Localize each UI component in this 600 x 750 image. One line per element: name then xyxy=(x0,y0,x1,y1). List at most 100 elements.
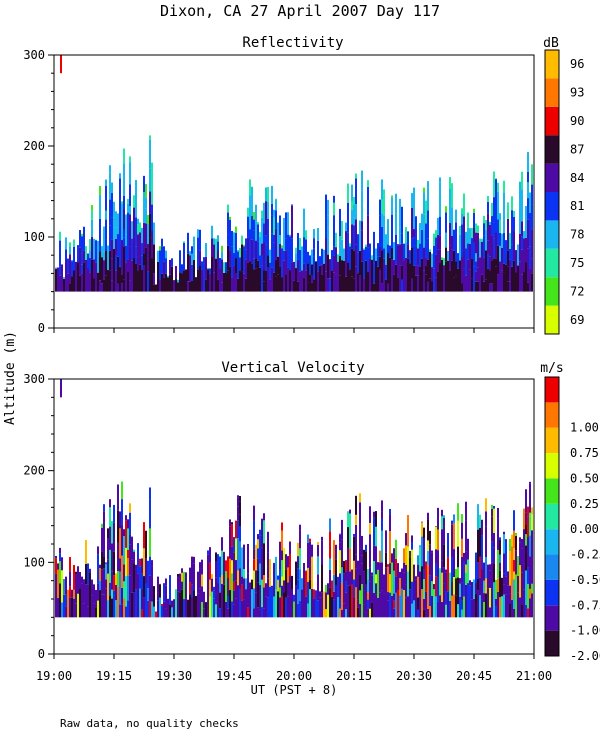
data-cell xyxy=(81,273,83,292)
data-cell xyxy=(341,567,343,583)
data-cell xyxy=(271,203,273,216)
data-cell xyxy=(491,562,493,589)
data-cell xyxy=(517,575,519,593)
data-cell xyxy=(291,589,293,618)
data-cell xyxy=(297,579,299,590)
data-cell xyxy=(423,214,425,248)
data-cell xyxy=(231,524,233,547)
data-cell xyxy=(415,597,417,618)
data-cell xyxy=(449,245,451,271)
data-cell xyxy=(167,598,169,618)
data-cell xyxy=(259,535,261,564)
data-cell xyxy=(497,191,499,220)
data-cell xyxy=(141,243,143,256)
data-cell xyxy=(113,248,115,283)
data-cell xyxy=(515,533,517,536)
data-cell xyxy=(417,239,419,249)
x-tick-label: 20:00 xyxy=(276,669,312,683)
data-cell xyxy=(73,598,75,618)
data-cell xyxy=(265,187,267,202)
data-cell xyxy=(91,236,93,260)
data-cell xyxy=(143,222,145,254)
y-tick-label: 200 xyxy=(23,464,45,478)
data-cell xyxy=(185,269,187,292)
data-cell xyxy=(455,233,457,262)
colorbar-label: 93 xyxy=(570,86,584,100)
data-cell xyxy=(189,281,191,292)
data-cell xyxy=(97,600,99,618)
data-cell xyxy=(317,544,319,557)
data-cell xyxy=(163,601,165,618)
data-cell xyxy=(409,589,411,618)
colorbar-swatch xyxy=(545,50,559,79)
data-cell xyxy=(75,571,77,575)
data-cell xyxy=(521,171,523,175)
data-cell xyxy=(437,234,439,250)
data-cell xyxy=(267,578,269,598)
data-cell xyxy=(513,260,515,292)
data-cell xyxy=(349,243,351,247)
data-cell xyxy=(263,242,265,271)
data-cell xyxy=(121,499,123,525)
data-cell xyxy=(299,249,301,272)
data-cell xyxy=(211,574,213,579)
data-cell xyxy=(359,275,361,292)
data-cell xyxy=(493,506,495,509)
data-cell xyxy=(519,233,521,262)
data-cell xyxy=(459,260,461,292)
data-cell xyxy=(221,583,223,618)
data-cell xyxy=(103,511,105,544)
data-cell xyxy=(257,539,259,549)
data-cell xyxy=(355,244,357,267)
data-cell xyxy=(435,549,437,564)
data-cell xyxy=(135,568,137,590)
data-cell xyxy=(317,227,319,233)
data-cell xyxy=(527,248,529,283)
data-cell xyxy=(343,573,345,604)
data-cell xyxy=(403,243,405,244)
data-cell xyxy=(463,216,465,251)
data-cell xyxy=(317,600,319,618)
data-cell xyxy=(523,272,525,292)
data-cell xyxy=(463,596,465,618)
data-cell xyxy=(485,593,487,618)
data-cell xyxy=(503,181,505,193)
data-cell xyxy=(281,550,283,561)
data-cell xyxy=(339,256,341,276)
data-cell xyxy=(361,221,363,231)
data-cell xyxy=(231,573,233,602)
data-cell xyxy=(313,238,315,249)
data-cell xyxy=(131,536,133,539)
data-cell xyxy=(357,252,359,274)
data-cell xyxy=(449,270,451,292)
data-cell xyxy=(509,593,511,604)
data-cell xyxy=(137,224,139,235)
data-cell xyxy=(521,236,523,250)
data-cell xyxy=(243,599,245,618)
data-cell xyxy=(93,259,95,279)
data-cell xyxy=(143,548,145,577)
data-cell xyxy=(325,218,327,239)
data-cell xyxy=(405,597,407,618)
colorbar-label: 78 xyxy=(570,228,584,242)
data-cell xyxy=(213,598,215,618)
data-cell xyxy=(455,222,457,234)
data-cell xyxy=(177,279,179,283)
data-cell xyxy=(85,246,87,260)
data-cell xyxy=(503,192,505,216)
data-cell xyxy=(443,258,445,266)
data-cell xyxy=(197,229,199,238)
data-cell xyxy=(399,198,401,213)
data-cell xyxy=(493,508,495,533)
data-cell xyxy=(379,215,381,247)
data-cell xyxy=(159,280,161,292)
data-cell xyxy=(465,551,467,565)
data-cell xyxy=(463,268,465,292)
data-cell xyxy=(137,573,139,596)
data-cell xyxy=(307,542,309,568)
data-cell xyxy=(437,271,439,292)
data-cell xyxy=(309,559,311,580)
data-cell xyxy=(365,260,367,292)
data-cell xyxy=(427,512,429,520)
